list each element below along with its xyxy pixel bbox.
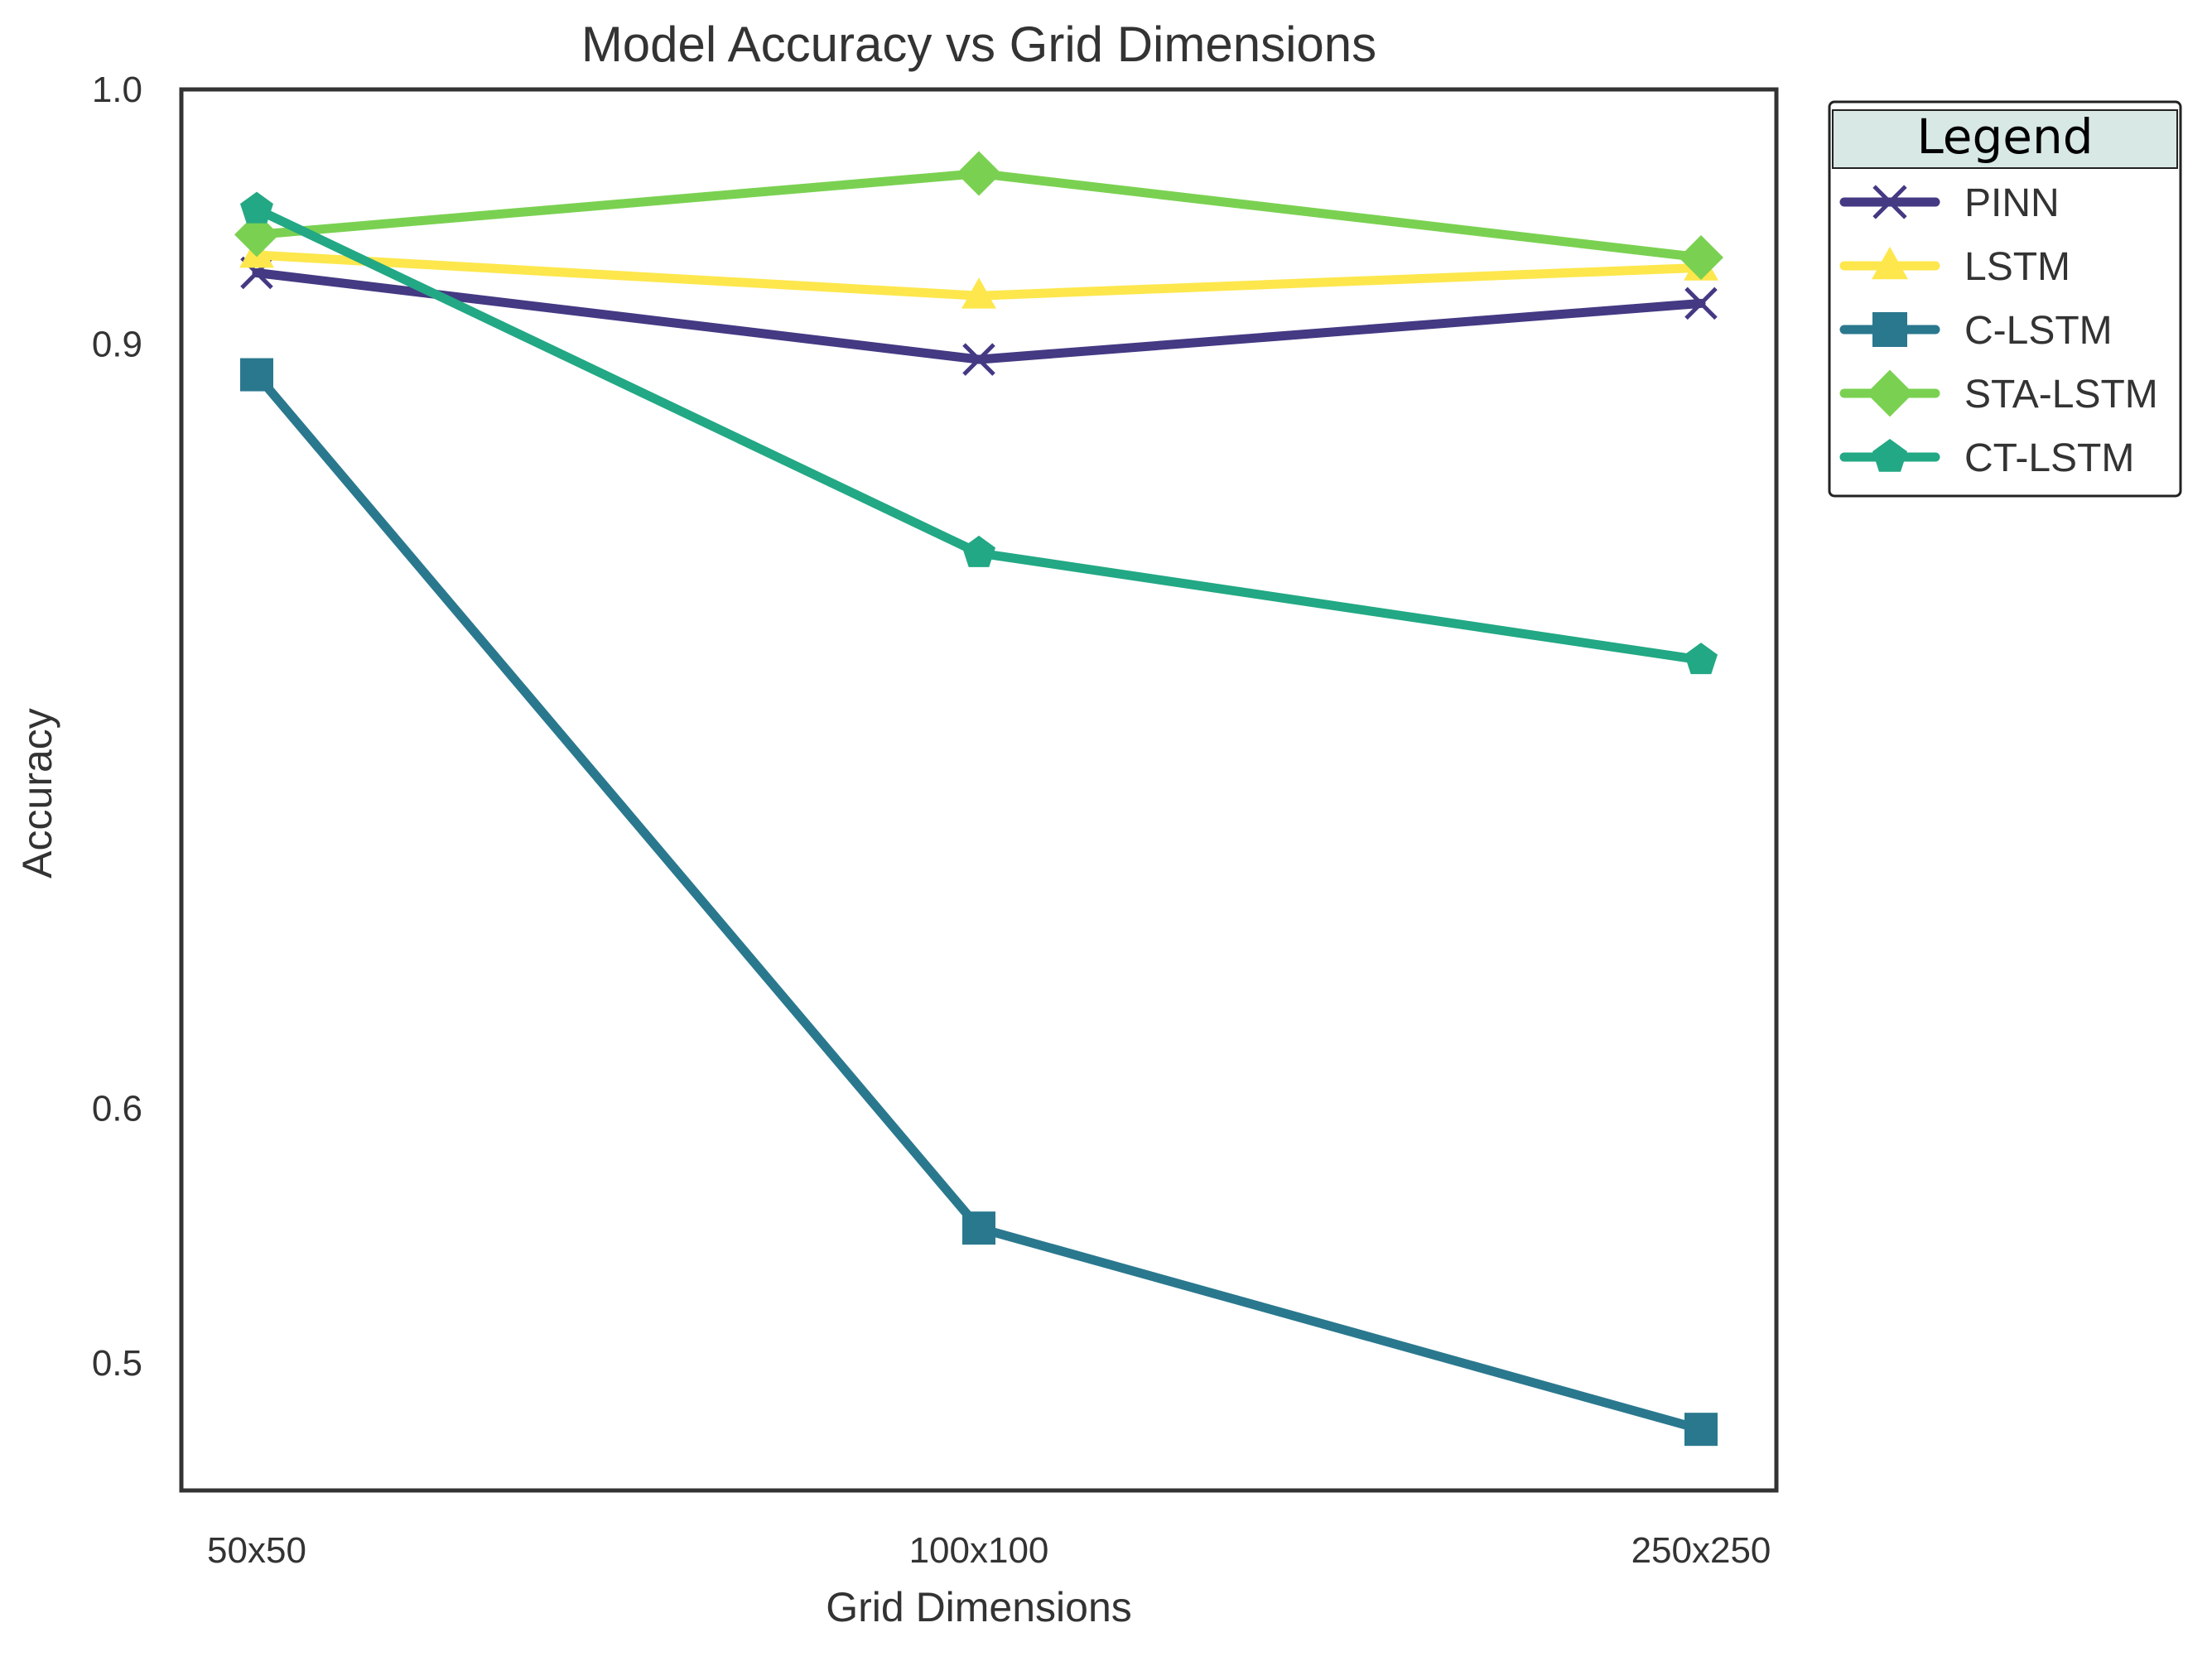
series-ct-lstm bbox=[240, 191, 1718, 675]
series-c-lstm bbox=[240, 358, 1718, 1447]
y-tick-label: 0.6 bbox=[92, 1089, 142, 1129]
legend-title-background bbox=[1832, 109, 2178, 169]
x-tick-label: 50x50 bbox=[207, 1530, 306, 1571]
x-axis-ticks: 50x50 100x100 250x250 bbox=[207, 1530, 1771, 1571]
legend-label-c-lstm: C-LSTM bbox=[1964, 309, 2113, 353]
series-sta-lstm bbox=[234, 151, 1723, 280]
data-point-pinn bbox=[962, 343, 995, 376]
data-point-ct-lstm bbox=[962, 535, 995, 567]
legend-label-pinn: PINN bbox=[1964, 181, 2060, 225]
legend-marker-lstm bbox=[1872, 246, 1908, 280]
data-point-sta-lstm bbox=[1679, 235, 1723, 280]
legend-marker-ct-lstm bbox=[1872, 439, 1907, 472]
legend-marker-sta-lstm bbox=[1866, 369, 1914, 417]
y-tick-label: 0.9 bbox=[92, 325, 142, 365]
legend-label-lstm: LSTM bbox=[1964, 245, 2070, 289]
y-tick-label: 1.0 bbox=[92, 70, 142, 110]
x-axis-label: Grid Dimensions bbox=[826, 1584, 1132, 1630]
legend: Legend PINN LSTM C-LSTM STA-LSTM CT-LSTM bbox=[1828, 100, 2182, 498]
data-point-ct-lstm bbox=[240, 191, 273, 224]
legend-item-pinn: PINN bbox=[1839, 181, 2060, 225]
legend-label-sta-lstm: STA-LSTM bbox=[1964, 373, 2158, 416]
data-point-sta-lstm bbox=[234, 212, 279, 258]
data-point-sta-lstm bbox=[957, 151, 1001, 196]
data-point-pinn-stroke-b bbox=[1684, 286, 1718, 320]
legend-item-c-lstm: C-LSTM bbox=[1839, 309, 2113, 353]
y-axis-label: Accuracy bbox=[14, 708, 60, 879]
legend-title: Legend bbox=[1916, 108, 2093, 165]
data-point-lstm bbox=[961, 277, 996, 309]
x-tick-label: 100x100 bbox=[909, 1530, 1049, 1571]
plot-frame bbox=[179, 87, 1779, 1493]
chart-title: Model Accuracy vs Grid Dimensions bbox=[581, 17, 1376, 72]
legend-marker-pinn bbox=[1872, 185, 1907, 219]
data-point-c-lstm bbox=[240, 358, 273, 392]
legend-marker-pinn-stroke-b bbox=[1872, 185, 1907, 219]
legend-item-ct-lstm: CT-LSTM bbox=[1839, 436, 2134, 480]
legend-marker-c-lstm bbox=[1872, 312, 1907, 347]
legend-items: PINN LSTM C-LSTM STA-LSTM CT-LSTM bbox=[1839, 181, 2158, 480]
legend-item-lstm: LSTM bbox=[1839, 245, 2070, 289]
series-layer bbox=[234, 151, 1723, 1447]
y-axis-ticks: 0.5 0.6 0.9 1.0 bbox=[92, 70, 142, 1384]
legend-item-sta-lstm: STA-LSTM bbox=[1839, 369, 2158, 417]
x-tick-label: 250x250 bbox=[1631, 1530, 1771, 1571]
data-point-ct-lstm bbox=[1684, 643, 1718, 675]
data-point-pinn-stroke-b bbox=[962, 343, 995, 376]
data-point-c-lstm bbox=[962, 1211, 995, 1245]
legend-label-ct-lstm: CT-LSTM bbox=[1964, 436, 2134, 480]
plot-area bbox=[179, 87, 1779, 1493]
y-tick-label: 0.5 bbox=[92, 1343, 142, 1384]
data-point-c-lstm bbox=[1684, 1413, 1718, 1447]
data-point-pinn bbox=[1684, 286, 1718, 320]
